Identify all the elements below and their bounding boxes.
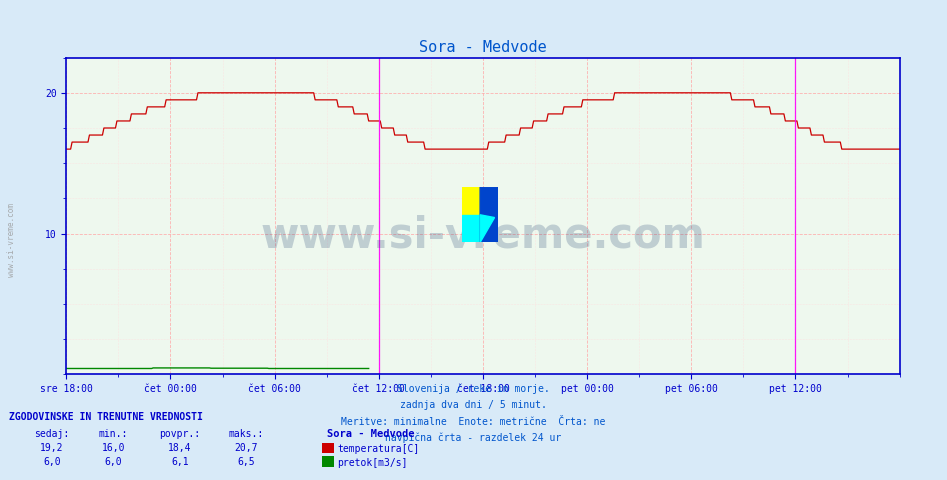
Polygon shape	[480, 215, 494, 242]
Text: 18,4: 18,4	[169, 443, 191, 453]
Text: 16,0: 16,0	[102, 443, 125, 453]
Text: Slovenija / reke in morje.: Slovenija / reke in morje.	[397, 384, 550, 394]
Text: temperatura[C]: temperatura[C]	[337, 444, 420, 454]
Text: 19,2: 19,2	[41, 443, 63, 453]
Text: povpr.:: povpr.:	[159, 429, 201, 439]
Text: maks.:: maks.:	[228, 429, 264, 439]
Text: ZGODOVINSKE IN TRENUTNE VREDNOSTI: ZGODOVINSKE IN TRENUTNE VREDNOSTI	[9, 412, 204, 422]
Text: Meritve: minimalne  Enote: metrične  Črta: ne: Meritve: minimalne Enote: metrične Črta:…	[341, 417, 606, 427]
Text: navpična črta - razdelek 24 ur: navpična črta - razdelek 24 ur	[385, 433, 562, 444]
Text: zadnja dva dni / 5 minut.: zadnja dva dni / 5 minut.	[400, 400, 547, 410]
Text: sedaj:: sedaj:	[34, 429, 70, 439]
Title: Sora - Medvode: Sora - Medvode	[420, 40, 546, 55]
Bar	[462, 187, 480, 215]
Text: min.:: min.:	[98, 429, 129, 439]
Text: www.si-vreme.com: www.si-vreme.com	[7, 203, 16, 277]
Text: 6,5: 6,5	[238, 456, 255, 467]
Text: pretok[m3/s]: pretok[m3/s]	[337, 458, 407, 468]
Polygon shape	[480, 187, 498, 242]
Text: 6,0: 6,0	[44, 456, 61, 467]
Text: 6,1: 6,1	[171, 456, 188, 467]
Text: www.si-vreme.com: www.si-vreme.com	[260, 214, 706, 256]
Text: 20,7: 20,7	[235, 443, 258, 453]
Polygon shape	[480, 187, 498, 242]
Bar	[462, 215, 480, 242]
Text: Sora - Medvode: Sora - Medvode	[327, 429, 414, 439]
Text: 6,0: 6,0	[105, 456, 122, 467]
